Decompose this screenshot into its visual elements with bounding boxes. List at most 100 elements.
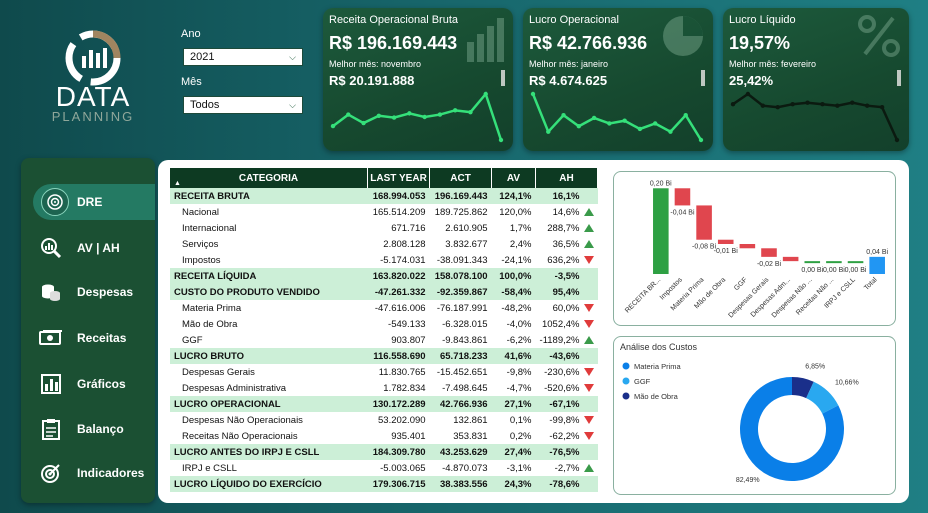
cell-last-year: 671.716 (391, 222, 426, 234)
nav-label: AV | AH (77, 241, 120, 255)
magnifier-chart-icon (39, 236, 63, 260)
kpi-value: R$ 42.766.936 (529, 33, 648, 53)
brand-name: DATA (55, 81, 131, 112)
cell-ah: -99,8% (535, 412, 597, 428)
table-row[interactable]: LUCRO BRUTO 116.558.690 65.718.233 41,6% -43… (170, 348, 598, 364)
nav-item-indicadores[interactable]: Indicadores (21, 455, 155, 491)
cell-act: 42.766.936 (429, 396, 492, 412)
table-row[interactable]: Despesas Administrativa 1.782.834 -7.498.6… (170, 380, 598, 396)
cell-ah: -520,6% (535, 380, 597, 396)
legend-swatch (622, 392, 630, 400)
kpi-scrollbar[interactable] (501, 70, 505, 86)
kpi-scrollbar[interactable] (701, 70, 705, 86)
pie-chart-icon (663, 16, 703, 56)
sparkline-point (668, 129, 673, 134)
table-row[interactable]: RECEITA LÍQUIDA 163.820.022 158.078.100 100… (170, 268, 598, 284)
column-header-last-year[interactable]: LAST YEAR (367, 168, 431, 188)
cell-categoria: RECEITA BRUTA (170, 188, 368, 204)
ah-value: -520,6% (544, 382, 580, 394)
sparkline-point (835, 103, 840, 108)
cell-av: 27,4% (491, 444, 536, 460)
sparkline-point (483, 91, 488, 97)
year-select[interactable]: 2021 ⌵ (183, 48, 303, 66)
table-row[interactable]: Despesas Gerais 11.830.765 -15.452.651 -9,8… (170, 364, 598, 380)
cell-act: -76.187.991 (436, 302, 488, 314)
brand-sub: PLANNING (51, 109, 135, 124)
cell-av: -4,0% (506, 318, 532, 330)
table-row[interactable]: Receitas Não Operacionais 935.401 353.831 0… (170, 428, 598, 444)
cell-act: 38.383.556 (429, 476, 492, 492)
sparkline-point (422, 114, 427, 120)
kpi-best-label: Melhor mês: novembro (329, 59, 422, 69)
table-row[interactable]: Internacional 671.716 2.610.905 1,7% 288,7% (170, 220, 598, 236)
waterfall-value-label: 0,00 Bi (845, 267, 867, 274)
table-row[interactable]: Mão de Obra -549.133 -6.328.015 -4,0% 1052,4… (170, 316, 598, 332)
ah-value: -99,8% (549, 414, 580, 426)
column-header-ah[interactable]: AH (535, 168, 599, 188)
cell-categoria: IRPJ e CSLL (182, 462, 237, 474)
cell-categoria: LUCRO BRUTO (170, 348, 368, 364)
nav-item-receitas[interactable]: Receitas (21, 320, 155, 356)
waterfall-value-label: -0,08 Bi (692, 244, 717, 251)
column-header-categoria[interactable]: CATEGORIA ▲ (170, 168, 369, 188)
nav-item-av-ah[interactable]: AV | AH (21, 230, 155, 266)
column-header-act[interactable]: ACT (429, 168, 493, 188)
table-row[interactable]: LUCRO LÍQUIDO DO EXERCÍCIO 179.306.715 38.… (170, 476, 598, 492)
table-row[interactable]: Nacional 165.514.209 189.725.862 120,0% 14,6… (170, 204, 598, 220)
nav-label: Gráficos (77, 377, 126, 391)
cell-ah: 14,6% (535, 204, 597, 220)
ah-value: -67,1% (549, 398, 580, 410)
table-row[interactable]: Serviços 2.808.128 3.832.677 2,4% 36,5% (170, 236, 598, 252)
waterfall-value-label: 0,04 Bi (866, 249, 888, 256)
cell-ah: 16,1% (535, 188, 598, 204)
table-row[interactable]: LUCRO OPERACIONAL 130.172.289 42.766.936 27… (170, 396, 598, 412)
cell-av: -58,4% (491, 284, 536, 300)
legend-swatch (622, 377, 630, 385)
ah-value: 1052,4% (541, 318, 580, 330)
nav-item-balanco[interactable]: Balanço (21, 411, 155, 447)
kpi-value: R$ 196.169.443 (329, 33, 458, 53)
waterfall-value-label: 0,20 Bi (650, 180, 672, 187)
percent-icon (858, 15, 900, 57)
donut-slice (792, 377, 814, 399)
nav-label: Despesas (77, 285, 134, 299)
table-row[interactable]: RECEITA BRUTA 168.994.053 196.169.443 124,1… (170, 188, 598, 204)
waterfall-bar (782, 256, 799, 262)
cell-act: 196.169.443 (429, 188, 492, 204)
cell-av: 2,4% (509, 238, 532, 250)
ah-value: 60,0% (552, 302, 580, 314)
dre-table-body: RECEITA BRUTA 168.994.053 196.169.443 124,1… (170, 188, 598, 492)
table-row[interactable]: LUCRO ANTES DO IRPJ E CSLL 184.309.780 43.… (170, 444, 598, 460)
cell-last-year: -549.133 (388, 318, 426, 330)
kpi-card-lucro-liquido: Lucro Líquido 19,57% Melhor mês: feverei… (723, 8, 909, 151)
sparkline-point (391, 115, 397, 120)
month-select[interactable]: Todos ⌵ (183, 96, 303, 114)
table-row[interactable]: Impostos -5.174.031 -38.091.343 -24,1% 636,2… (170, 252, 598, 268)
sidebar-nav: DRE AV | AH Despesas Receitas Gráficos B… (21, 158, 155, 503)
nav-item-despesas[interactable]: Despesas (21, 274, 155, 310)
cell-act: 3.832.677 (445, 238, 488, 250)
cell-av: 0,2% (509, 430, 532, 442)
table-row[interactable]: Materia Prima -47.616.006 -76.187.991 -48,2… (170, 300, 598, 316)
trend-up-icon (583, 464, 594, 472)
waterfall-category-label: RECEITA BR... (624, 276, 662, 314)
trend-down-icon (583, 256, 594, 264)
sparkline-point (652, 121, 658, 126)
sparkline-point (530, 91, 536, 97)
table-row[interactable]: Despesas Não Operacionais 53.202.090 132.8… (170, 412, 598, 428)
nav-item-graficos[interactable]: Gráficos (21, 366, 155, 402)
table-row[interactable]: CUSTO DO PRODUTO VENDIDO -47.261.332 -92.3… (170, 284, 598, 300)
table-row[interactable]: IRPJ e CSLL -5.003.065 -4.870.073 -3,1% -2,7… (170, 460, 598, 476)
ah-value: -62,2% (549, 430, 580, 442)
kpi-scrollbar[interactable] (897, 70, 901, 86)
kpi-sparkline (530, 91, 704, 143)
cell-act: 158.078.100 (429, 268, 492, 284)
sparkline-point (820, 102, 825, 107)
table-row[interactable]: GGF 903.807 -9.843.861 -6,2% -1189,2% (170, 332, 598, 348)
column-header-av[interactable]: AV (491, 168, 536, 188)
cell-av: 27,1% (491, 396, 536, 412)
sparkline-path (732, 92, 899, 141)
nav-item-dre[interactable]: DRE (33, 184, 155, 220)
cell-categoria: Materia Prima (182, 302, 242, 314)
sparkline-point (330, 123, 336, 129)
